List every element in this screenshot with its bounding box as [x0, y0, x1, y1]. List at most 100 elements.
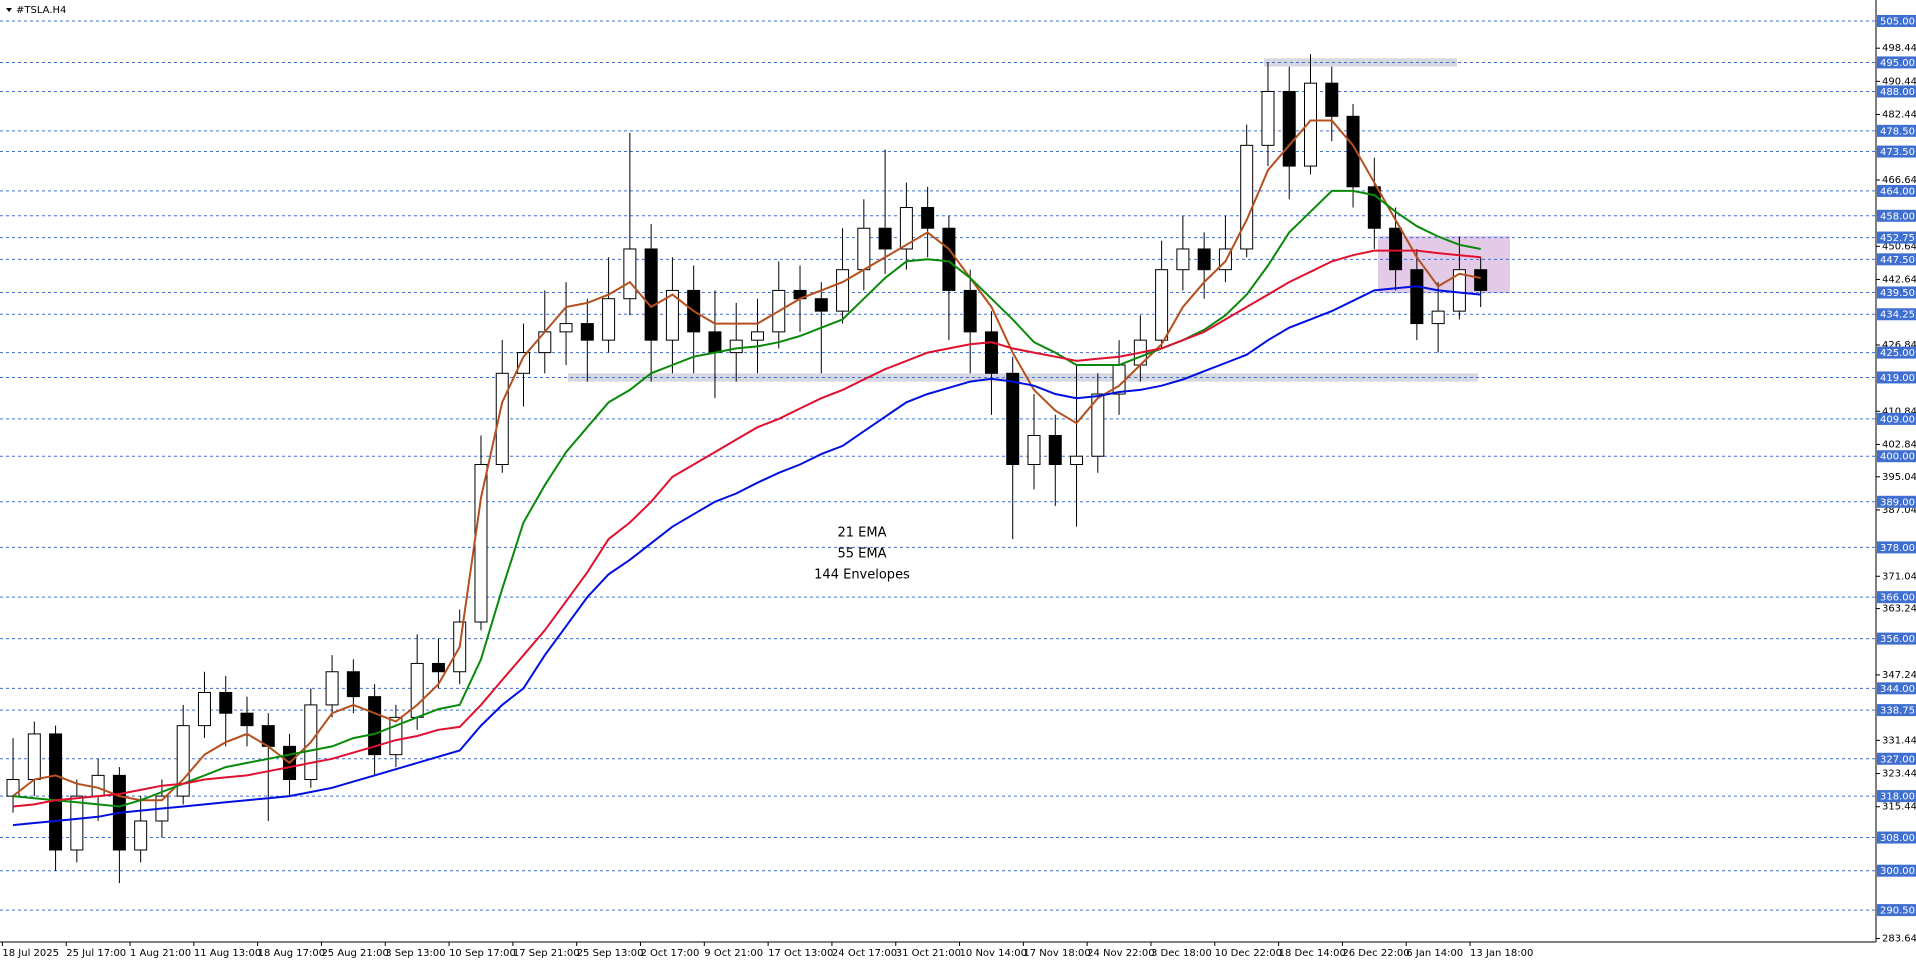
x-tick-label: 11 Aug 13:00: [194, 948, 261, 959]
level-label-bg: [1877, 495, 1916, 508]
x-tick-label: 3 Dec 18:00: [1151, 948, 1212, 959]
menu-triangle: [6, 8, 12, 12]
axis-labels: 498.44 490.44 482.44 466.64 450.64 442.64 426.…: [1, 14, 1916, 959]
candle-body: [1452, 269, 1466, 312]
candle-body: [70, 795, 84, 851]
y-tick-label: 442.64: [1882, 274, 1916, 285]
x-tick-label: 6 Jan 14:00: [1406, 948, 1463, 959]
level-label-bg: [1877, 632, 1916, 645]
level-label-bg: [1877, 253, 1916, 266]
level-label-bg: [1877, 591, 1916, 604]
x-tick-label: 13 Jan 18:00: [1470, 948, 1533, 959]
candle-body: [878, 227, 892, 250]
y-tick-label: 283.64: [1882, 934, 1916, 945]
candle-body: [1431, 310, 1445, 325]
levels: [0, 20, 1876, 911]
candle-body: [602, 298, 616, 341]
candle-body: [729, 339, 743, 354]
candle-body: [1410, 269, 1424, 325]
candle-body: [580, 323, 594, 341]
level-label-bg: [1877, 831, 1916, 844]
candle-body: [1048, 434, 1062, 466]
candle-body: [1261, 90, 1275, 146]
chart-title: #TSLA.H4: [16, 5, 66, 16]
candle-body: [134, 820, 148, 851]
candle-body: [665, 289, 679, 341]
level-label: 318.00: [1880, 792, 1915, 803]
candle-body: [197, 691, 211, 727]
y-tick-label: 363.24: [1882, 604, 1916, 615]
candle-body: [176, 725, 190, 797]
level-label: 378.00: [1880, 543, 1915, 554]
level-label: 505.00: [1880, 16, 1915, 27]
candle-body: [1304, 82, 1318, 167]
level-label-bg: [1877, 904, 1916, 917]
level-label: 300.00: [1880, 866, 1915, 877]
x-tick-label: 18 Aug 17:00: [258, 948, 325, 959]
level-label-bg: [1877, 286, 1916, 299]
candle-body: [1176, 248, 1190, 271]
candle-body: [1282, 90, 1296, 167]
level-label-bg: [1877, 85, 1916, 98]
y-tick-label: 331.44: [1882, 735, 1916, 746]
x-tick-label: 17 Nov 18:00: [1023, 948, 1090, 959]
candle-body: [750, 331, 764, 341]
x-tick-label: 10 Dec 22:00: [1215, 948, 1282, 959]
x-tick-label: 26 Dec 22:00: [1342, 948, 1409, 959]
indicator-line: [12, 119, 1481, 802]
x-tick-label: 17 Oct 13:00: [768, 948, 833, 959]
x-tick-label: 18 Dec 14:00: [1279, 948, 1346, 959]
level-label: 338.75: [1880, 706, 1915, 717]
candle-body: [219, 691, 233, 714]
x-tick-label: 17 Sep 21:00: [513, 948, 580, 959]
level-label: 425.00: [1880, 348, 1915, 359]
level-label-bg: [1877, 14, 1916, 27]
candle-body: [559, 323, 573, 333]
level-label-bg: [1877, 308, 1916, 321]
y-tick-label: 323.44: [1882, 769, 1916, 780]
level-label-bg: [1877, 450, 1916, 463]
level-label-bg: [1877, 124, 1916, 137]
level-label: 366.00: [1880, 593, 1915, 604]
candle-body: [1006, 372, 1020, 466]
level-label-bg: [1877, 145, 1916, 158]
x-tick-label: 25 Aug 21:00: [321, 948, 388, 959]
level-label: 478.50: [1880, 126, 1915, 137]
indicator-lines: [12, 119, 1481, 827]
level-label-bg: [1877, 864, 1916, 877]
y-tick-label: 498.44: [1882, 43, 1916, 54]
candle-body: [708, 331, 722, 354]
candle-body: [623, 248, 637, 300]
x-tick-label: 31 Oct 21:00: [896, 948, 961, 959]
y-tick-label: 482.44: [1882, 110, 1916, 121]
y-tick-label: 395.04: [1882, 472, 1916, 483]
level-label: 308.00: [1880, 833, 1915, 844]
level-label-bg: [1877, 790, 1916, 803]
candle-body: [1325, 82, 1339, 117]
level-label: 488.00: [1880, 87, 1915, 98]
level-label: 434.25: [1880, 310, 1915, 321]
level-label-bg: [1877, 412, 1916, 425]
level-label: 400.00: [1880, 452, 1915, 463]
x-tick-label: 9 Oct 21:00: [704, 948, 763, 959]
candle-body: [517, 352, 531, 374]
level-label-bg: [1877, 371, 1916, 384]
level-label: 464.00: [1880, 186, 1915, 197]
legend-label: 55 EMA: [838, 547, 887, 562]
level-label-bg: [1877, 682, 1916, 695]
level-label-bg: [1877, 231, 1916, 244]
indicator-line: [12, 189, 1481, 808]
candle-body: [921, 207, 935, 229]
candle-body: [814, 298, 828, 312]
candle-body: [1091, 393, 1105, 457]
candle-body: [49, 733, 63, 851]
y-tick-label: 315.44: [1882, 802, 1916, 813]
candle-body: [942, 227, 956, 291]
candle-body: [346, 671, 360, 698]
candle-body: [857, 227, 871, 271]
y-tick-label: 410.84: [1882, 406, 1916, 417]
level-label: 439.50: [1880, 288, 1915, 299]
y-tick-label: 347.24: [1882, 670, 1916, 681]
